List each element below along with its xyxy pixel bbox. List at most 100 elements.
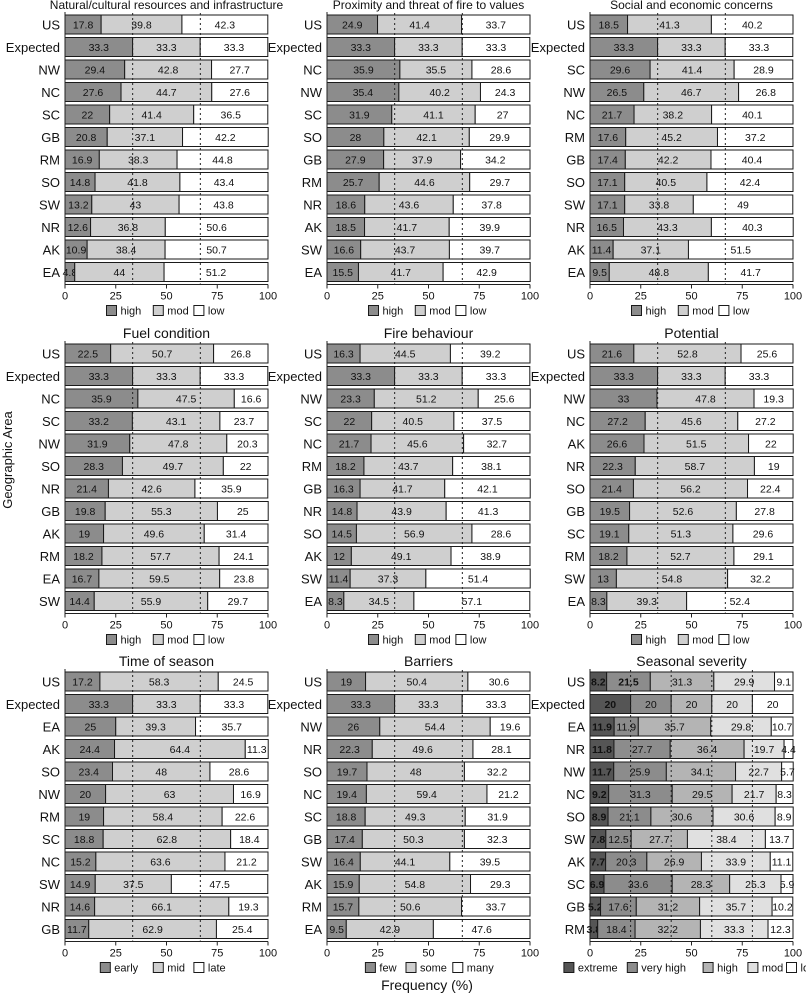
data-label: 58.4: [153, 812, 174, 824]
data-label: 29.6: [610, 65, 631, 77]
category-label: EA: [305, 922, 323, 937]
data-label: 17.1: [597, 177, 618, 189]
legend-label: many: [467, 963, 494, 975]
data-label: 21.7: [744, 789, 765, 801]
data-label: 7.7: [591, 857, 606, 869]
data-label: 40.2: [742, 20, 763, 32]
bar-segment: [770, 716, 794, 737]
legend-label: early: [114, 963, 138, 975]
bar-segment: [218, 546, 269, 566]
bar-segment: [460, 149, 531, 170]
bar-segment: [176, 149, 269, 170]
legend-label: mod: [692, 635, 713, 647]
bar-segment: [461, 14, 531, 35]
data-label: 51.5: [686, 439, 707, 451]
category-label: Expected: [6, 697, 60, 712]
category-label: EA: [43, 265, 61, 280]
category-label: Expected: [531, 369, 585, 384]
bar-segment: [467, 671, 531, 692]
category-label: NR: [566, 459, 585, 474]
bar-segment: [710, 217, 794, 237]
data-label: 39.7: [479, 245, 500, 257]
bar-segment: [706, 172, 794, 192]
data-label: 16.9: [72, 155, 93, 167]
x-tick-label: 25: [635, 291, 647, 303]
data-label: 13.7: [769, 834, 790, 846]
data-label: 16.3: [333, 349, 354, 361]
data-label: 11.1: [772, 857, 792, 869]
data-label: 41.7: [391, 267, 412, 279]
category-label: NW: [300, 392, 322, 407]
x-tick-label: 100: [784, 948, 802, 960]
x-tick-label: 25: [372, 291, 384, 303]
bar-segment: [767, 919, 794, 939]
legend-label: low: [733, 635, 750, 647]
data-label: 33.3: [156, 699, 177, 711]
data-label: 28.6: [491, 529, 512, 541]
data-label: 28.9: [753, 65, 774, 77]
data-label: 44.1: [395, 857, 416, 869]
category-label: NW: [300, 85, 322, 100]
data-label: 33.3: [89, 42, 110, 54]
legend-swatch: [455, 305, 467, 316]
data-label: 29.7: [228, 596, 249, 608]
category-label: Expected: [531, 40, 585, 55]
category-label: SO: [566, 810, 585, 825]
data-label: 37.9: [412, 155, 433, 167]
data-label: 33.7: [486, 20, 507, 32]
data-label: 5.2: [588, 902, 603, 914]
data-label: 25.3: [745, 879, 766, 891]
legend-swatch: [631, 634, 642, 645]
data-label: 21.7: [602, 110, 623, 122]
bar-segment: [692, 194, 794, 215]
bar-segment: [764, 829, 794, 849]
data-label: 52.6: [673, 506, 694, 518]
legend-swatch: [718, 305, 730, 316]
category-label: GB: [41, 504, 60, 519]
category-label: RM: [40, 810, 60, 825]
data-label: 41.3: [659, 20, 680, 32]
bar-segment: [179, 172, 269, 192]
data-label: 35.9: [221, 484, 242, 496]
data-label: 35.5: [426, 65, 447, 77]
category-label: AK: [568, 855, 586, 870]
category-label: SC: [567, 63, 585, 78]
data-label: 43.8: [213, 200, 234, 212]
data-label: 26: [348, 722, 360, 734]
data-label: 32.7: [487, 439, 508, 451]
data-label: 18.6: [336, 200, 357, 212]
data-label: 17.8: [73, 20, 94, 32]
data-label: 27.7: [649, 834, 670, 846]
data-label: 17.6: [608, 902, 629, 914]
legend-label: low: [208, 306, 225, 318]
data-label: 41.7: [740, 267, 761, 279]
category-label: NR: [566, 220, 585, 235]
data-label: 25.7: [343, 177, 364, 189]
data-label: 48: [410, 767, 422, 779]
bar-segment: [780, 874, 794, 894]
legend-label: low: [470, 635, 487, 647]
data-label: 62.8: [157, 834, 178, 846]
bar-segment: [182, 127, 269, 147]
category-label: NC: [303, 437, 322, 452]
bar-segment: [170, 874, 269, 894]
data-label: 8.3: [591, 596, 606, 608]
data-label: 26.9: [664, 857, 685, 869]
category-label: US: [567, 18, 585, 33]
data-label: 49.3: [405, 812, 426, 824]
data-label: 33.3: [614, 42, 635, 54]
x-tick-label: 0: [62, 620, 68, 632]
data-label: 28.1: [491, 744, 512, 756]
data-label: 41.3: [478, 506, 499, 518]
data-label: 33.8: [649, 200, 670, 212]
data-label: 16.9: [240, 789, 261, 801]
data-label: 39.8: [131, 20, 152, 32]
data-label: 58.7: [685, 461, 706, 473]
data-label: 19.7: [337, 767, 358, 779]
category-label: NW: [563, 392, 585, 407]
bar-segment: [203, 523, 269, 544]
data-label: 66.1: [152, 902, 173, 914]
data-label: 56.2: [680, 484, 701, 496]
x-tick-label: 100: [521, 948, 539, 960]
data-label: 29.5: [692, 789, 713, 801]
